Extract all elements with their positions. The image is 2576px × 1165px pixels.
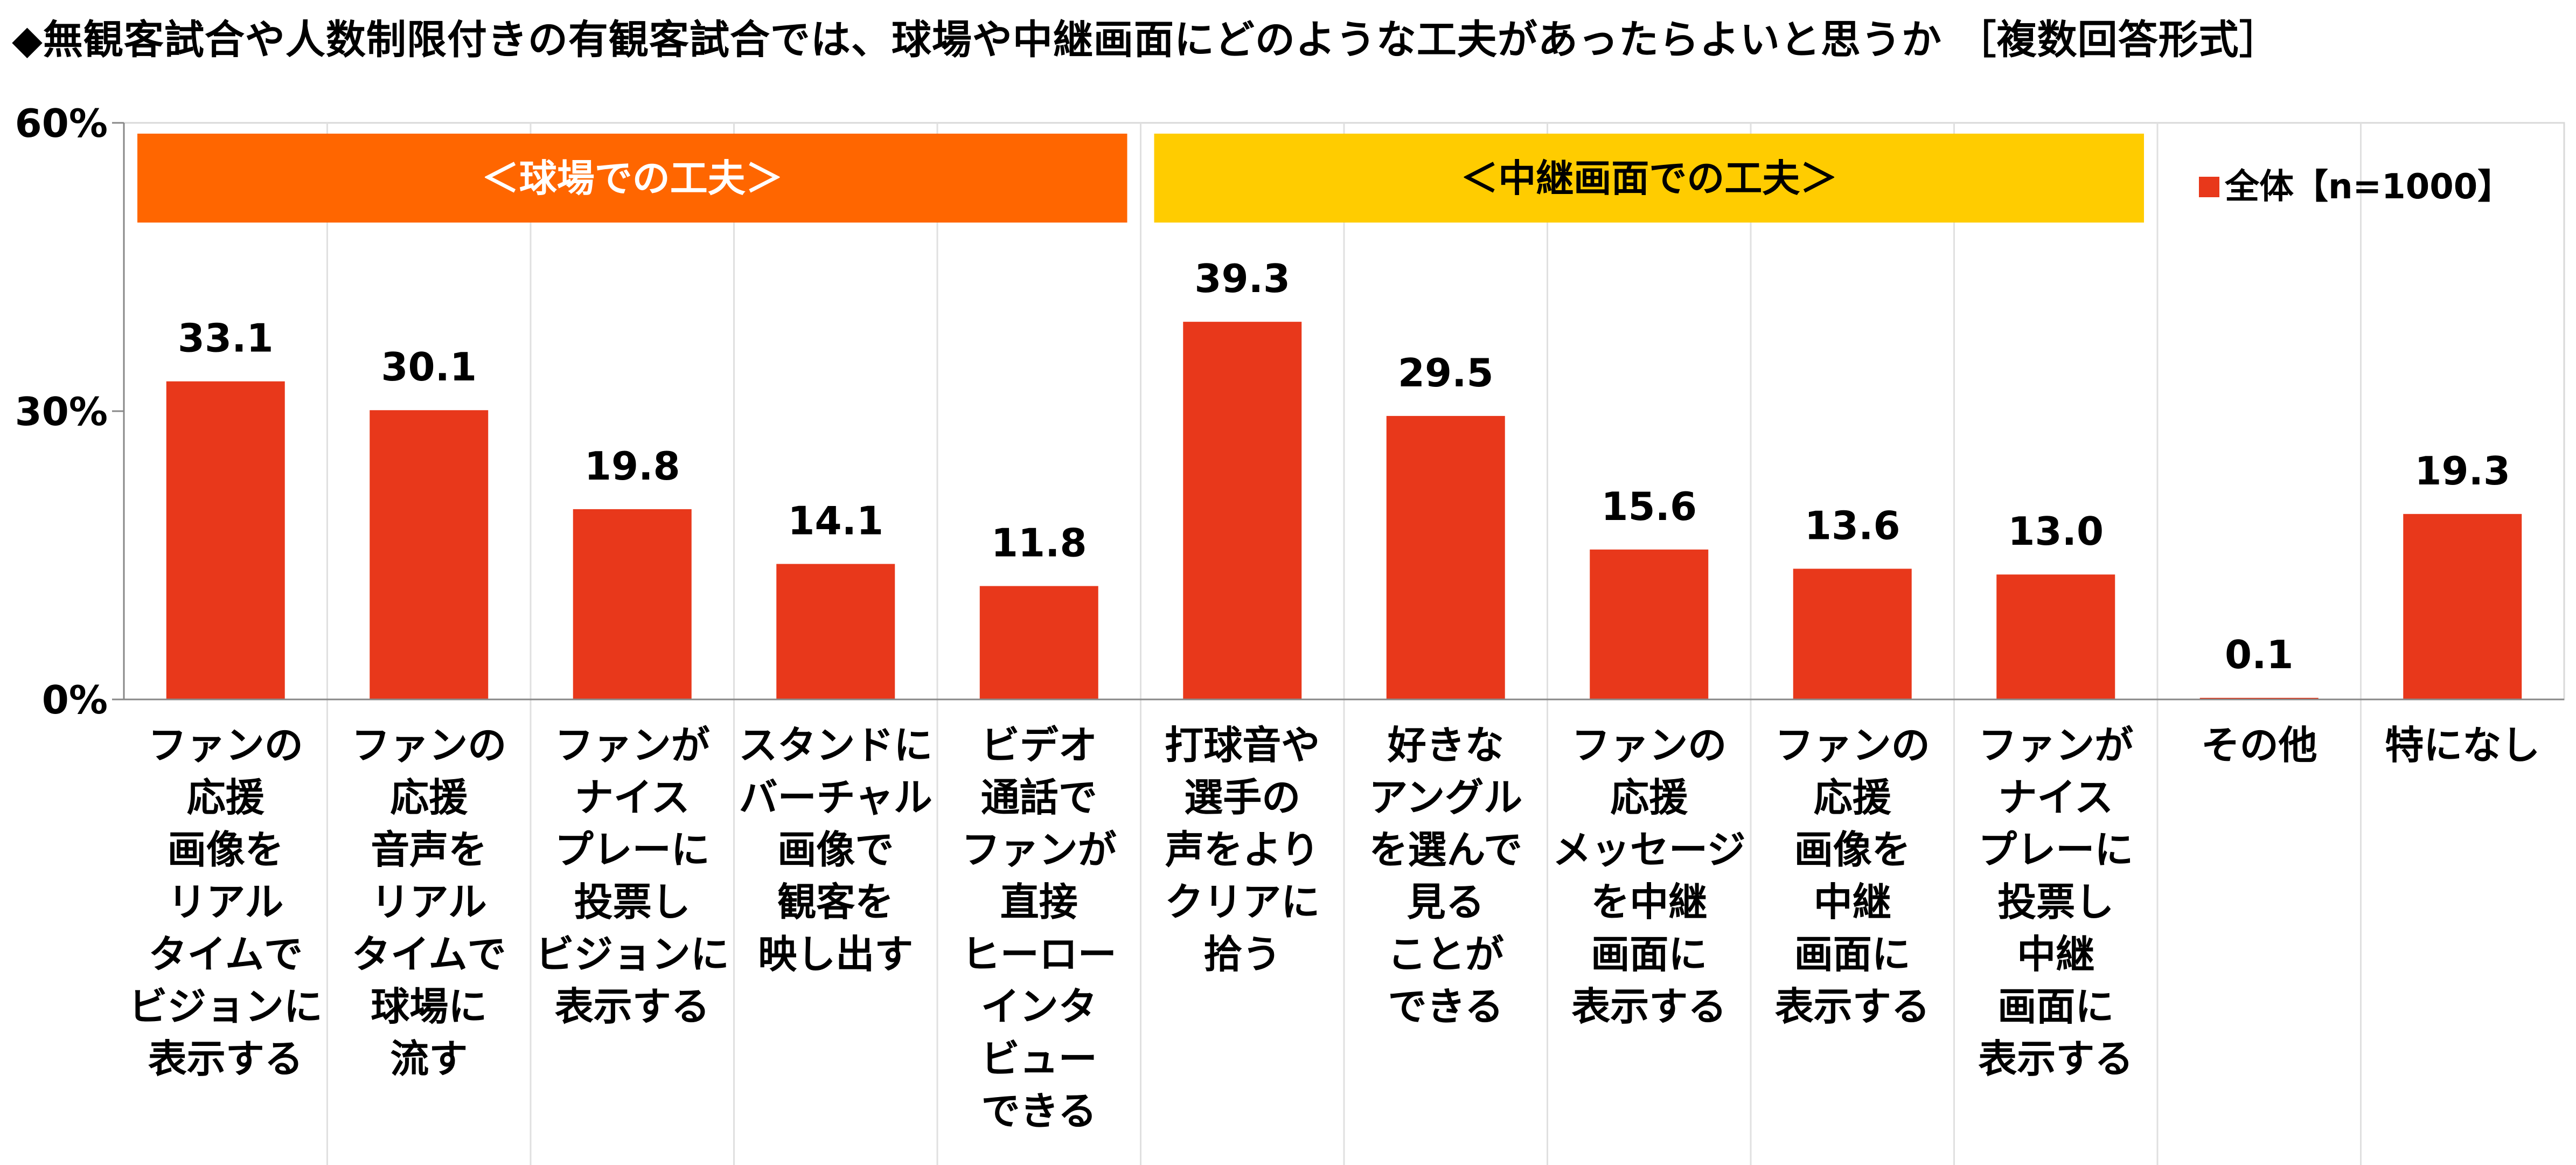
category-label: ビデオ 通話で ファンが 直接 ヒーロー インタ ビュー できる [961,723,1117,1134]
bar-value-label: 33.1 [178,316,274,361]
bar [370,410,489,699]
category-label: その他 [2201,723,2317,768]
category-label: 好きな アングル を選んで 見る ことが できる [1369,723,1523,1029]
bar-value-label: 13.6 [1805,503,1900,548]
bar [1183,322,1302,699]
bar-value-label: 14.1 [788,498,883,544]
bar [1996,574,2115,699]
category-label: ファンの 応援 画像を 中継 画面に 表示する [1774,723,1930,1029]
category-label: スタンドに バーチャル 画像で 観客を 映し出す [739,723,933,977]
bar-value-label: 19.8 [584,443,680,489]
bar-value-label: 19.3 [2414,448,2510,494]
category-label: ファンの 応援 画像を リアル タイムで ビジョンに 表示する [128,723,323,1081]
bar [1793,568,1912,699]
bar-value-label: 30.1 [381,344,477,390]
bar-value-label: 0.1 [2225,632,2294,677]
chart-title: ◆無観客試合や人数制限付きの有観客試合では、球場や中継画面にどのような工夫があっ… [12,17,2280,63]
bar [1590,549,1709,699]
legend-swatch [2199,177,2219,197]
category-label: 特になし [2385,723,2540,768]
category-label: ファンが ナイス プレーに 投票し ビジョンに 表示する [535,723,729,1029]
bar-value-label: 11.8 [991,521,1087,566]
section-banner-label: ＜中継画面での工夫＞ [1460,156,1837,200]
section-banner-label: ＜球場での工夫＞ [482,156,783,200]
category-label: ファンが ナイス プレーに 投票し 中継 画面に 表示する [1978,723,2134,1081]
y-tick-label: 0% [42,677,108,723]
bar [166,381,285,699]
bar-value-label: 29.5 [1398,350,1494,396]
bar [979,586,1098,699]
legend-label: 全体【n=1000】 [2224,167,2512,207]
y-tick-label: 30% [15,389,108,434]
section-banner [1154,134,2144,223]
bar [2403,514,2522,699]
bar-value-label: 13.0 [2008,509,2104,554]
bar-value-label: 39.3 [1194,256,1290,301]
category-label: ファンの 応援 音声を リアル タイムで 球場に 流す [351,723,507,1081]
bar [776,564,895,699]
bar [1386,415,1505,699]
bar-value-label: 15.6 [1601,484,1697,529]
y-tick-label: 60% [15,101,108,146]
category-label: 打球音や 選手の 声をより クリアに 拾う [1165,723,1320,977]
section-banner [137,134,1127,223]
bar [573,509,692,699]
category-label: ファンの 応援 メッセージ を中継 画面に 表示する [1552,723,1746,1029]
